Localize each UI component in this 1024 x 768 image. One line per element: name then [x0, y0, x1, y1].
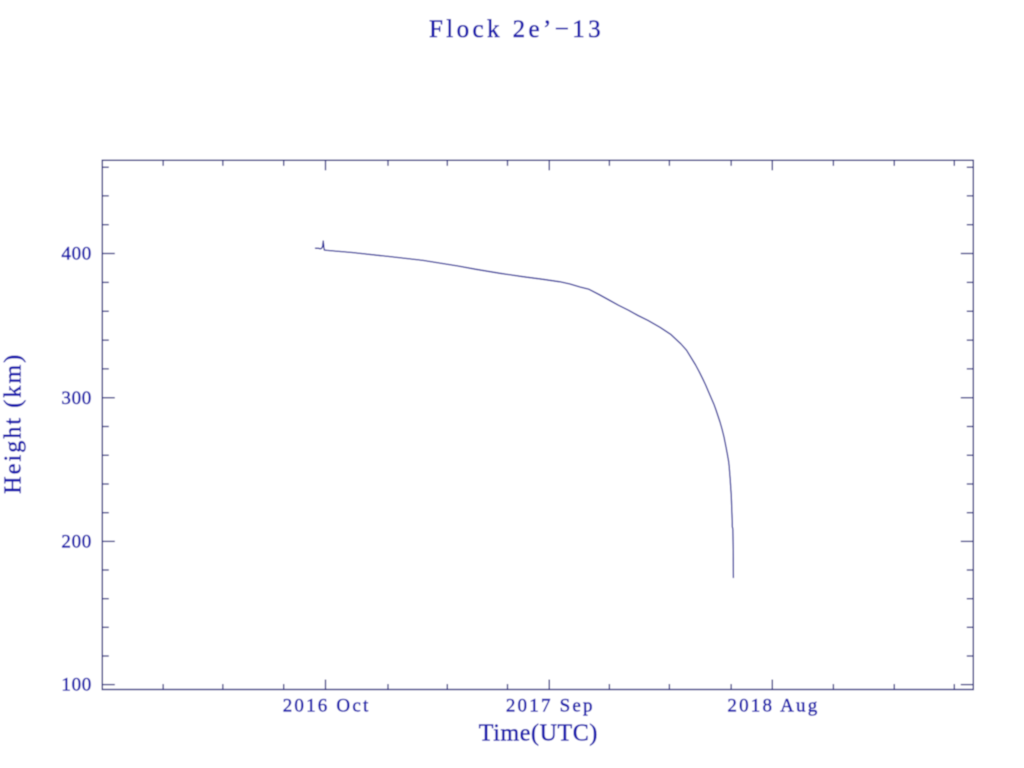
svg-text:Time(UTC): Time(UTC) [479, 721, 598, 747]
svg-text:400: 400 [61, 244, 92, 265]
svg-text:2016 Oct: 2016 Oct [283, 696, 371, 717]
svg-text:100: 100 [61, 675, 92, 696]
svg-text:Height (km): Height (km) [1, 353, 27, 494]
svg-text:Flock 2e’−13: Flock 2e’−13 [429, 16, 604, 43]
svg-text:2017 Sep: 2017 Sep [506, 696, 595, 717]
svg-text:2018 Aug: 2018 Aug [727, 696, 819, 717]
svg-text:200: 200 [61, 531, 92, 552]
svg-text:300: 300 [61, 388, 92, 409]
